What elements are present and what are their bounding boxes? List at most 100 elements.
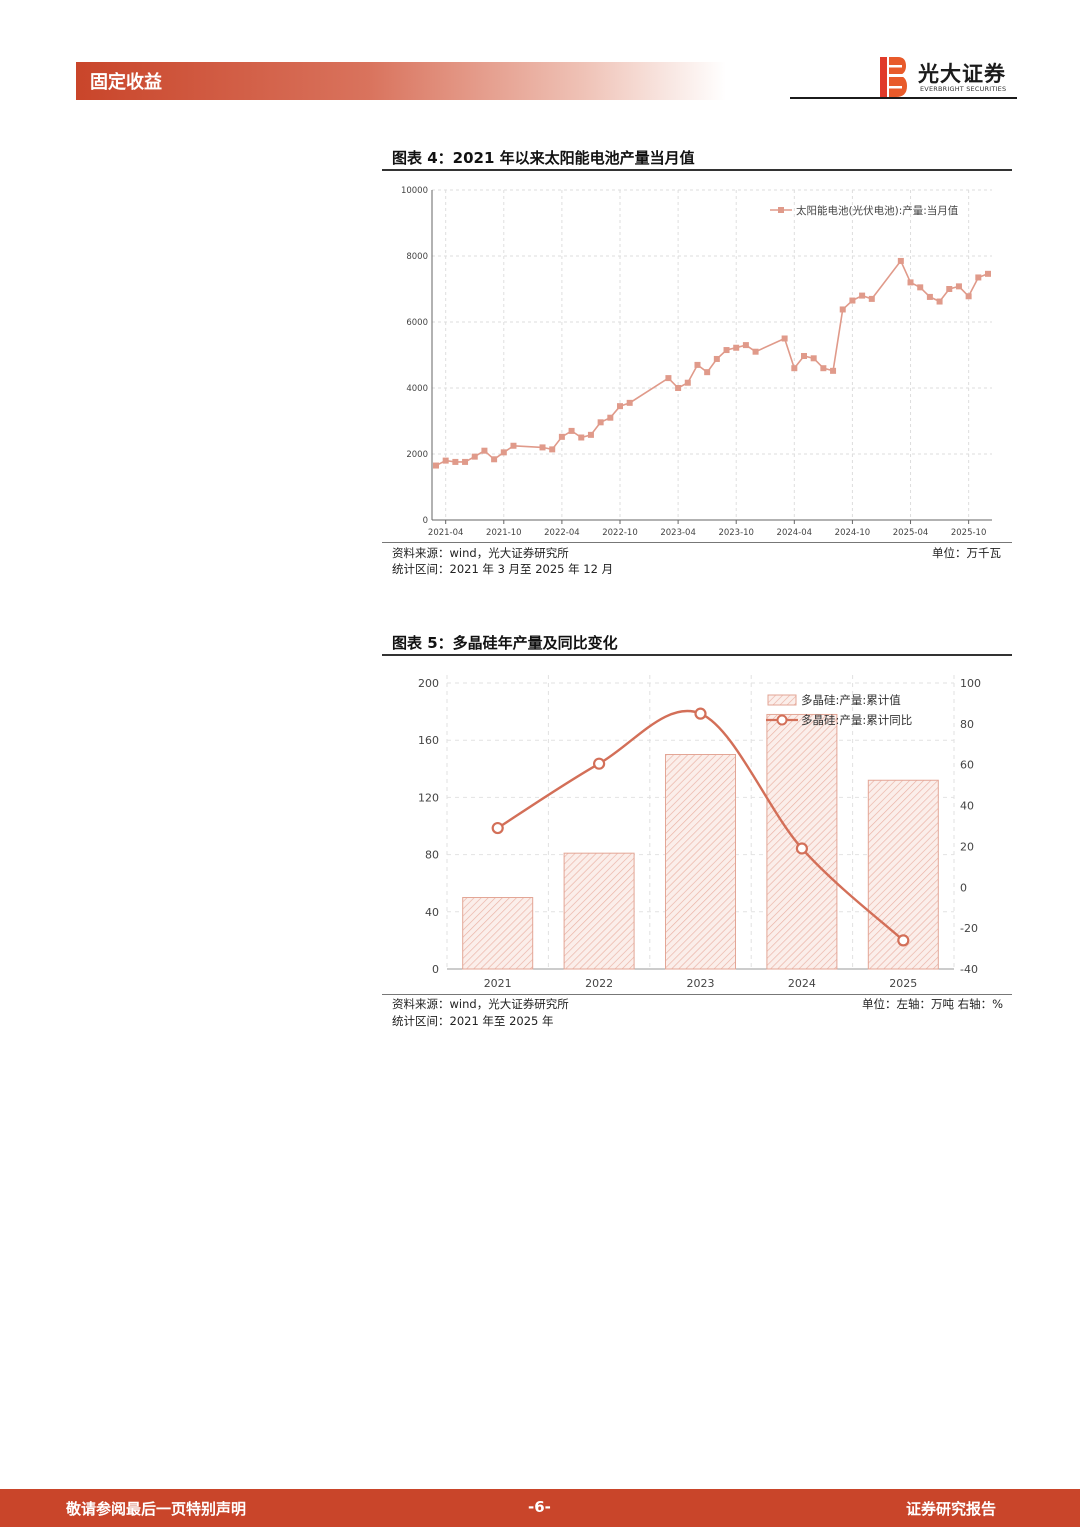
x-tick-label: 2024-10 [835,528,871,538]
data-point [558,433,565,440]
data-point [665,375,672,382]
y-tick-label: 4000 [406,384,428,394]
brand-name-cn: 光大证券 [918,62,1006,86]
figure5-unit: 单位：左轴：万吨 右轴：% [862,997,1004,1011]
y-tick-label: 2000 [406,450,428,460]
brand-name-en: EVERBRIGHT SECURITIES [920,85,1007,93]
data-point [985,270,991,277]
figure4-bottom-rule [382,542,1012,543]
data-point [452,458,459,465]
x-tick-label: 2024-04 [777,528,813,538]
data-point [742,342,749,349]
x-tick-label: 2023-04 [660,528,696,538]
figure4-period: 统计区间：2021 年 3 月至 2025 年 12 月 [392,562,614,576]
data-point [801,352,807,359]
x-tick-label: 2023-10 [718,528,754,538]
data-point [675,385,682,391]
yoy-point [491,821,504,835]
yoy-point [694,707,707,720]
x-tick-label: 2021-10 [486,528,522,538]
y-right-tick-label: 100 [960,677,981,690]
data-point [462,458,469,465]
data-point [500,449,507,456]
data-point [713,355,720,362]
figure4-top-rule [382,169,1012,171]
data-point [965,293,972,300]
bar [462,897,534,970]
data-point [849,297,856,304]
y-right-tick-label: 20 [960,840,974,853]
data-point [975,274,982,281]
data-point [684,379,691,386]
data-point [897,257,904,264]
footer-disclaimer: 敬请参阅最后一页特别声明 [66,1500,247,1518]
y-left-tick-label: 160 [418,734,439,747]
data-point [926,293,933,300]
yoy-point [593,757,606,770]
x-tick-label: 2023 [687,977,715,990]
figure5-top-rule [382,654,1012,656]
x-tick-label: 2024 [788,977,816,990]
figure4-source: 资料来源：wind，光大证券研究所 [392,546,569,560]
data-point [694,361,701,368]
data-point [481,447,488,454]
footer-bar: 敬请参阅最后一页特别声明 -6- 证券研究报告 [0,1489,1080,1527]
data-point [868,295,875,302]
data-point [946,286,953,292]
data-point [442,457,449,464]
figure5-source: 资料来源：wind，光大证券研究所 [392,997,569,1011]
header-rule [790,97,1017,99]
x-tick-label: 2022-10 [602,528,638,538]
y-right-tick-label: -20 [960,922,978,935]
x-tick-label: 2025 [889,977,917,990]
bar [766,713,838,970]
y-right-tick-label: -40 [960,963,978,976]
y-tick-label: 0 [423,516,428,526]
y-left-tick-label: 120 [418,791,439,804]
data-point [597,419,604,426]
data-point [859,292,866,299]
page-number: -6- [528,1498,551,1516]
everbright-logo-icon [880,57,907,97]
y-left-tick-label: 40 [425,906,439,919]
y-right-tick-label: 0 [960,881,967,894]
data-point [471,453,478,460]
data-point [810,355,817,362]
y-left-tick-label: 0 [432,963,439,976]
bar [665,754,736,970]
bar [563,852,635,970]
data-point [791,365,798,372]
data-point [510,442,517,449]
data-point [578,434,585,441]
section-title: 固定收益 [90,72,162,93]
footer-report-type: 证券研究报告 [906,1500,997,1518]
y-left-tick-label: 80 [425,849,439,862]
figure5-title: 图表 5：多晶硅年产量及同比变化 [392,634,618,652]
data-point [539,444,546,451]
data-point [781,335,788,342]
legend-label: 太阳能电池(光伏电池):产量:当月值 [796,204,959,217]
data-point [733,344,740,351]
data-point [626,399,633,406]
data-point [955,283,962,290]
data-point [830,367,837,374]
x-tick-label: 2021-04 [428,528,464,538]
x-tick-label: 2022 [585,977,613,990]
data-point [936,298,943,305]
data-point [587,431,594,438]
legend-line-label: 多晶硅:产量:累计同比 [801,713,912,727]
y-tick-label: 8000 [406,252,428,262]
figure4-chart: 0 2000 4000 6000 8000 10000 2021-04 2021-10 2022… [401,186,992,538]
data-point [907,279,914,286]
x-tick-label: 2022-04 [544,528,580,538]
data-point [752,348,759,355]
x-tick-label: 2025-04 [893,528,929,538]
data-point [549,446,556,453]
x-tick-label: 2025-10 [951,528,987,538]
data-point [433,462,439,469]
y-right-tick-label: 80 [960,718,974,731]
legend-bar-label: 多晶硅:产量:累计值 [801,693,901,707]
series-line [435,259,989,467]
data-point [917,284,924,291]
data-point [704,369,711,376]
